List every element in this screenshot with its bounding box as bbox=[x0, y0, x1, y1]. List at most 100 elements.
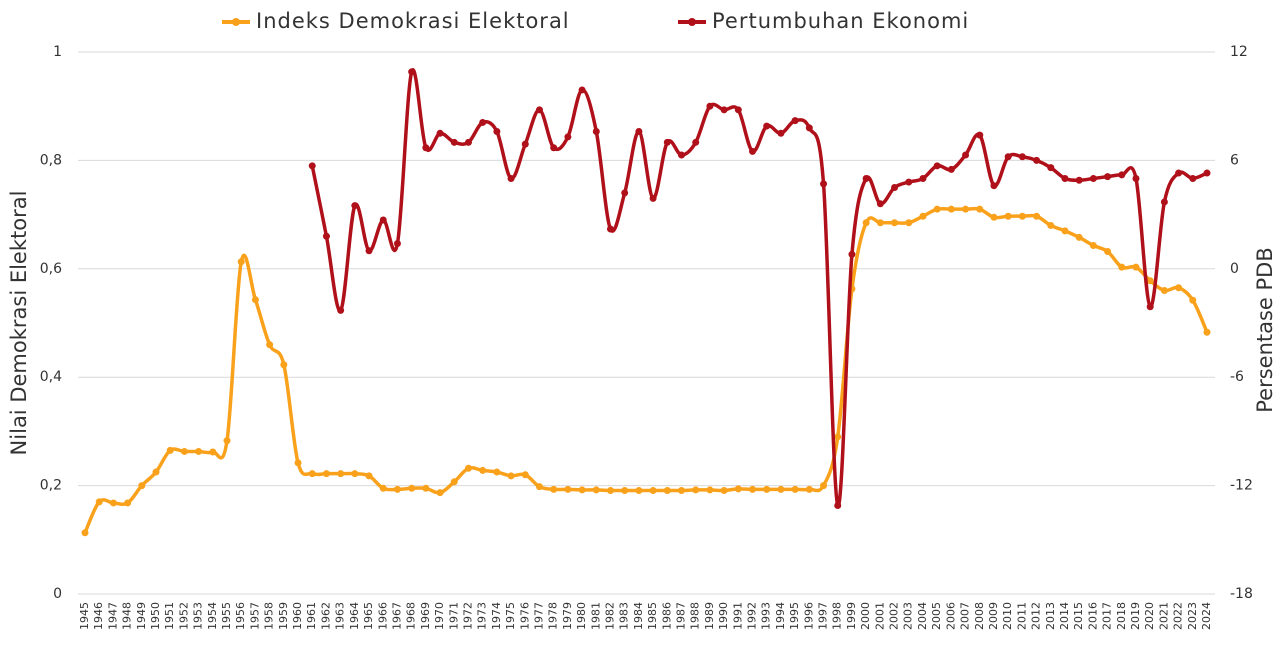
point bbox=[436, 129, 444, 137]
point bbox=[550, 144, 558, 152]
point bbox=[180, 447, 188, 455]
y2-tick-label: -12 bbox=[1230, 478, 1253, 494]
point bbox=[678, 486, 686, 494]
x-tick-label: 1963 bbox=[334, 602, 347, 630]
point bbox=[749, 485, 757, 493]
point bbox=[1104, 247, 1112, 255]
point bbox=[649, 486, 657, 494]
point bbox=[791, 485, 799, 493]
legend-marker bbox=[688, 18, 696, 26]
point bbox=[337, 470, 345, 478]
point bbox=[535, 483, 543, 491]
x-tick-label: 1981 bbox=[589, 602, 602, 630]
point bbox=[422, 144, 430, 152]
point bbox=[862, 174, 870, 182]
point bbox=[876, 200, 884, 208]
point bbox=[337, 306, 345, 314]
point bbox=[1047, 164, 1055, 172]
point bbox=[720, 106, 728, 114]
x-tick-label: 1997 bbox=[817, 602, 830, 630]
point bbox=[1132, 263, 1140, 271]
x-tick-label: 1967 bbox=[390, 602, 403, 630]
point bbox=[990, 213, 998, 221]
y-tick-label: 0 bbox=[53, 586, 62, 602]
point bbox=[621, 189, 629, 197]
point bbox=[166, 446, 174, 454]
point bbox=[393, 240, 401, 248]
point bbox=[1033, 156, 1041, 164]
x-tick-label: 2011 bbox=[1015, 602, 1028, 630]
x-tick-label: 2013 bbox=[1044, 602, 1057, 630]
y-tick-label: 0,6 bbox=[40, 261, 62, 277]
x-tick-label: 1998 bbox=[831, 602, 844, 630]
point bbox=[947, 165, 955, 173]
point bbox=[464, 464, 472, 472]
point bbox=[734, 106, 742, 114]
point bbox=[393, 485, 401, 493]
x-tick-label: 2001 bbox=[873, 602, 886, 630]
point bbox=[479, 466, 487, 474]
series-line bbox=[310, 68, 1208, 508]
x-tick-label: 2000 bbox=[859, 602, 872, 630]
x-tick-label: 1993 bbox=[760, 602, 773, 630]
point bbox=[1118, 171, 1126, 179]
point bbox=[635, 127, 643, 135]
point bbox=[933, 162, 941, 170]
point bbox=[223, 437, 231, 445]
y-tick-label: 1 bbox=[53, 44, 62, 60]
point bbox=[976, 131, 984, 139]
x-tick-label: 2024 bbox=[1200, 602, 1213, 630]
point bbox=[1089, 174, 1097, 182]
point bbox=[663, 138, 671, 146]
x-tick-label: 1948 bbox=[121, 602, 134, 630]
x-tick-label: 1987 bbox=[675, 602, 688, 630]
point bbox=[266, 341, 274, 349]
x-tick-label: 1975 bbox=[504, 602, 517, 630]
point bbox=[408, 484, 416, 492]
y2-tick-label: -6 bbox=[1230, 369, 1244, 385]
x-tick-label: 1994 bbox=[774, 602, 787, 630]
legend-marker bbox=[232, 18, 240, 26]
point bbox=[294, 459, 302, 467]
series-line bbox=[83, 206, 1209, 534]
x-tick-label: 1969 bbox=[419, 602, 432, 630]
point bbox=[1047, 221, 1055, 229]
point bbox=[706, 486, 714, 494]
point bbox=[1075, 176, 1083, 184]
x-tick-label: 2006 bbox=[944, 602, 957, 630]
point bbox=[777, 129, 785, 137]
point bbox=[947, 205, 955, 213]
y2-tick-label: 6 bbox=[1230, 152, 1239, 168]
x-tick-label: 2019 bbox=[1129, 602, 1142, 630]
point bbox=[564, 133, 572, 141]
x-tick-label: 2014 bbox=[1058, 602, 1071, 630]
x-tick-label: 2005 bbox=[930, 602, 943, 630]
y2-axis-title: Persentase PDB bbox=[1253, 247, 1277, 413]
point bbox=[1203, 328, 1211, 336]
x-tick-label: 1986 bbox=[660, 602, 673, 630]
legend-label: Indeks Demokrasi Elektoral bbox=[256, 9, 570, 33]
x-tick-label: 1946 bbox=[92, 602, 105, 630]
point bbox=[322, 470, 330, 478]
point bbox=[592, 127, 600, 135]
point bbox=[734, 485, 742, 493]
x-tick-label: 1960 bbox=[291, 602, 304, 630]
x-tick-label: 1947 bbox=[106, 602, 119, 630]
point bbox=[692, 138, 700, 146]
x-tick-label: 1989 bbox=[703, 602, 716, 630]
point bbox=[1146, 303, 1154, 311]
x-tick-label: 1985 bbox=[646, 602, 659, 630]
point bbox=[450, 138, 458, 146]
point bbox=[280, 361, 288, 369]
x-tick-label: 2010 bbox=[1001, 602, 1014, 630]
point bbox=[834, 501, 842, 509]
x-tick-label: 2009 bbox=[987, 602, 1000, 630]
x-tick-label: 2015 bbox=[1072, 602, 1085, 630]
x-tick-label: 1979 bbox=[561, 602, 574, 630]
point bbox=[1175, 169, 1183, 177]
point bbox=[962, 151, 970, 159]
point bbox=[308, 162, 316, 170]
x-tick-label: 2022 bbox=[1172, 602, 1185, 630]
point bbox=[365, 247, 373, 255]
point bbox=[862, 219, 870, 227]
